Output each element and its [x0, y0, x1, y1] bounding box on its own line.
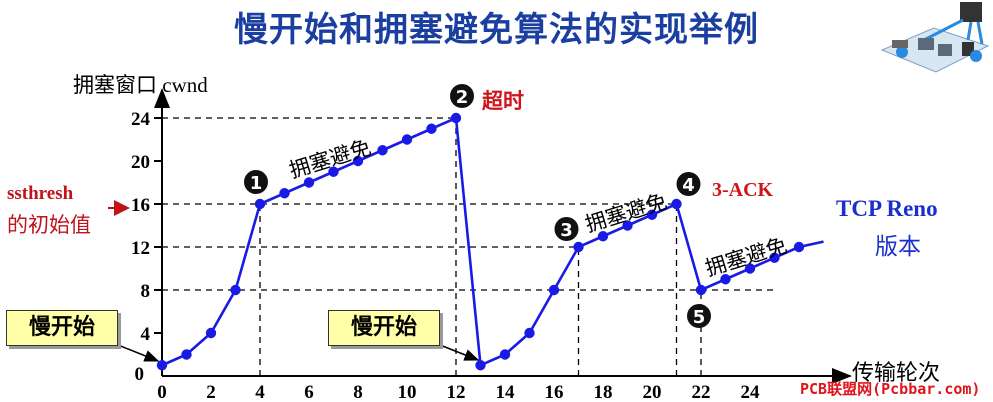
- marker-2-label: 2: [456, 87, 469, 108]
- x-tick-label: 16: [545, 382, 564, 402]
- x-tick-label: 12: [447, 382, 466, 402]
- data-point: [254, 198, 266, 210]
- x-tick-label: 24: [741, 382, 761, 402]
- data-point: [450, 112, 462, 124]
- data-point: [622, 220, 633, 231]
- ssthresh-label: ssthresh: [7, 183, 74, 204]
- data-point: [597, 231, 609, 242]
- marker-5-icon: [687, 304, 711, 328]
- x-tick-label: 22: [692, 382, 711, 402]
- slow-start-pointer-2: [439, 344, 480, 361]
- x-axis-label: 传输轮次: [852, 360, 940, 385]
- data-point: [793, 241, 805, 253]
- x-tick-label: 14: [496, 382, 516, 402]
- slow-start-box-1: 慢开始: [6, 310, 118, 346]
- cwnd-series-line: [161, 116, 824, 368]
- data-point: [671, 198, 682, 210]
- data-point: [499, 349, 511, 360]
- slow-start-box-2: 慢开始: [328, 310, 440, 346]
- marker-4-icon: [676, 172, 701, 196]
- marker-5-label: 5: [693, 307, 706, 328]
- data-point: [426, 123, 437, 134]
- x-tick-label: 20: [643, 382, 662, 402]
- data-point: [181, 349, 192, 360]
- watermark: PCB联盟网(Pcbbar.com): [800, 380, 981, 398]
- data-point: [303, 177, 315, 188]
- x-tick-label: 4: [255, 382, 265, 402]
- x-tick-label: 10: [398, 382, 417, 402]
- data-point: [377, 145, 388, 156]
- reno-label-line1: TCP Reno: [836, 196, 938, 221]
- marker-4-label: 4: [682, 175, 695, 196]
- y-tick-label: 12: [131, 238, 150, 259]
- x-tick-label: 0: [157, 382, 167, 402]
- data-point: [279, 188, 290, 199]
- data-point: [769, 252, 780, 263]
- y-tick-label: 0: [135, 364, 145, 385]
- slow-start-pointer-1: [117, 344, 160, 362]
- data-point: [475, 360, 486, 371]
- x-tick-label: 6: [304, 382, 314, 402]
- y-axis-label: 拥塞窗口 cwnd: [73, 73, 208, 97]
- data-point: [695, 284, 707, 296]
- network-logo-icon: [880, 2, 990, 73]
- data-point: [720, 274, 731, 285]
- data-point: [744, 263, 756, 274]
- data-point: [646, 209, 658, 220]
- data-point: [524, 327, 535, 339]
- data-point: [401, 134, 413, 145]
- y-tick-label: 20: [131, 152, 150, 173]
- avoid-label-3: 拥塞避免: [702, 233, 789, 281]
- y-tick-label: 8: [141, 281, 151, 302]
- x-tick-label: 18: [594, 382, 613, 402]
- timeout-label: 超时: [482, 89, 524, 113]
- y-tick-label: 4: [141, 324, 151, 345]
- marker-3-icon: [554, 217, 579, 241]
- data-point: [352, 155, 364, 167]
- marker-3-label: 3: [560, 220, 573, 241]
- y-tick-label: 24: [131, 109, 151, 130]
- page-title: 慢开始和拥塞避免算法的实现举例: [234, 10, 759, 50]
- data-point: [230, 284, 241, 296]
- data-point: [548, 284, 560, 296]
- marker-2-icon: [450, 84, 474, 108]
- data-point: [156, 360, 168, 371]
- marker-1-icon: [244, 170, 268, 194]
- reno-label-line2: 版本: [875, 234, 921, 260]
- data-point: [328, 166, 339, 177]
- x-tick-label: 8: [353, 382, 363, 402]
- data-point: [205, 327, 217, 339]
- y-tick-label: 16: [131, 195, 150, 216]
- marker-1-label: 1: [250, 173, 263, 194]
- ssthresh-sub-label: 的初始值: [7, 213, 91, 237]
- three-ack-label: 3-ACK: [712, 179, 774, 201]
- data-point: [573, 241, 584, 253]
- x-tick-label: 2: [206, 382, 216, 402]
